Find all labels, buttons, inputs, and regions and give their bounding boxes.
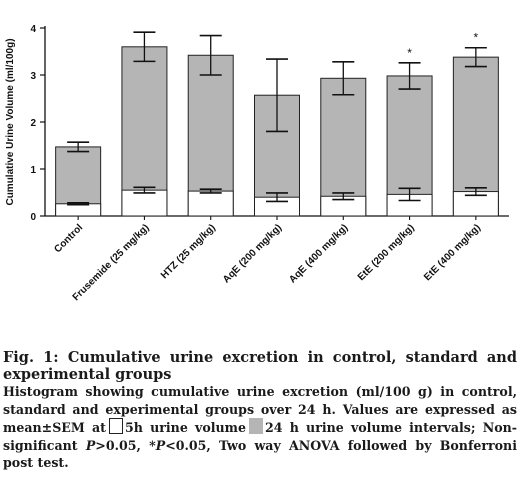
significance-marker: * <box>474 31 479 45</box>
figure-title: Fig. 1: Cumulative urine excretion in co… <box>3 349 517 383</box>
legend-label-5h: 5h urine volume <box>125 420 247 435</box>
p-symbol-2: P <box>155 437 166 453</box>
bar-5h <box>121 189 168 217</box>
bars-5h <box>55 189 499 217</box>
x-tick-label: Frusemide (25 mg/kg) <box>71 222 152 303</box>
p-symbol-1: P <box>85 437 96 453</box>
y-tick-label: 3 <box>30 71 36 82</box>
legend-swatch-24h <box>249 418 264 434</box>
x-tick-label: Control <box>52 222 85 255</box>
y-tick-label: 4 <box>30 24 36 35</box>
error-bars <box>67 31 487 206</box>
x-tick-label: AqE (200 mg/kg) <box>221 222 284 285</box>
y-tick-label: 2 <box>30 118 36 129</box>
y-tick-label: 1 <box>30 165 36 176</box>
x-tick-label: EtE (400 mg/kg) <box>422 222 483 283</box>
x-tick-label: HTZ (25 mg/kg) <box>159 222 218 281</box>
y-tick-label: 0 <box>30 212 36 223</box>
bar-chart: 0 1 2 3 4 Cumulative Urine Volume (ml/100g) Co… <box>5 24 509 303</box>
significance-marker: * <box>407 46 412 60</box>
figure-caption: Fig. 1: Cumulative urine excretion in co… <box>3 349 517 472</box>
bar-5h <box>55 203 102 217</box>
p-value-text-1: >0.05, * <box>95 437 156 453</box>
x-tick-label: AqE (400 mg/kg) <box>287 222 350 285</box>
legend-label-24h: 24 h urine volume intervals; Non-signifi… <box>3 420 518 453</box>
figure-description: Histogram showing cumulative urine excre… <box>3 383 517 472</box>
legend-swatch-5h <box>109 418 123 434</box>
bar-5h <box>187 190 234 217</box>
y-axis-title: Cumulative Urine Volume (ml/100g) <box>5 38 16 205</box>
x-tick-label: EtE (200 mg/kg) <box>356 222 417 283</box>
caption-text-1: Histogram showing cumulative urine excre… <box>3 384 517 435</box>
p-value-text-2: <0.05, Two way ANOVA followed by Bonferr… <box>3 437 517 471</box>
